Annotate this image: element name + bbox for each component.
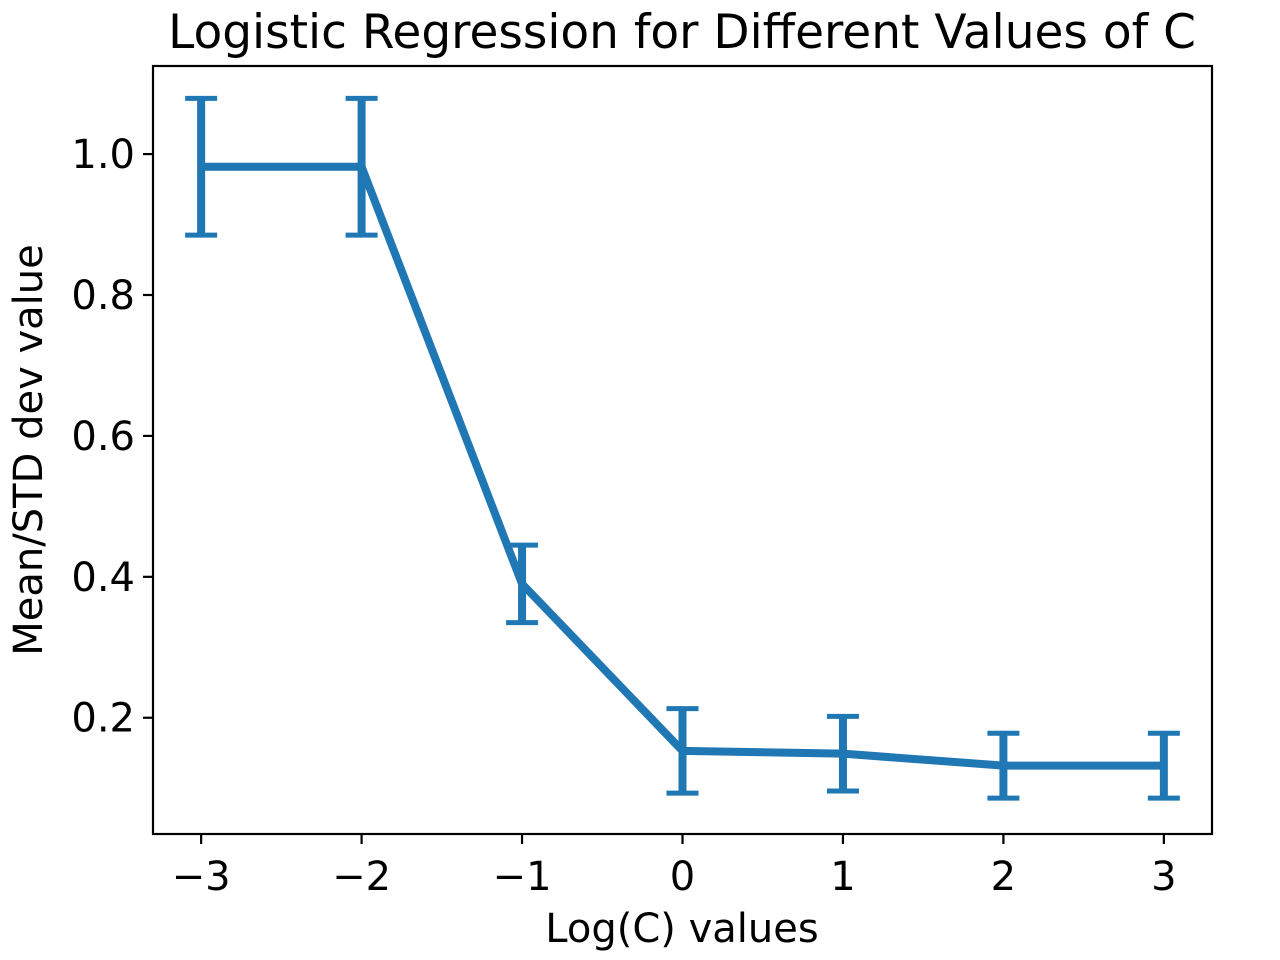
- x-tick-label: 3: [1151, 854, 1176, 900]
- error-bar: [987, 730, 1020, 801]
- error-bar: [506, 542, 539, 626]
- y-tick-label: 1.0: [71, 132, 135, 178]
- x-tick-label: −3: [172, 854, 231, 900]
- y-tick-label: 0.2: [71, 696, 135, 742]
- x-tick-label: −1: [493, 854, 552, 900]
- y-tick-label: 0.4: [71, 555, 135, 601]
- error-bar: [345, 95, 378, 238]
- y-tick-label: 0.8: [71, 273, 135, 319]
- x-axis: −3 −2 −1 0 1 2 3: [172, 834, 1177, 900]
- error-bar: [1147, 730, 1180, 801]
- x-tick-label: 2: [991, 854, 1016, 900]
- error-bar: [185, 95, 218, 238]
- x-axis-label: Log(C) values: [545, 906, 818, 952]
- y-axis: 0.2 0.4 0.6 0.8 1.0: [71, 132, 153, 742]
- error-bar: [666, 706, 699, 796]
- y-tick-label: 0.6: [71, 414, 135, 460]
- plot-area: [185, 95, 1180, 801]
- x-tick-label: 0: [670, 854, 695, 900]
- x-tick-label: 1: [830, 854, 855, 900]
- x-tick-label: −2: [332, 854, 391, 900]
- error-bar: [826, 713, 859, 794]
- chart-title: Logistic Regression for Different Values…: [168, 5, 1196, 60]
- series-line: [201, 162, 1164, 770]
- y-axis-label: Mean/STD dev value: [6, 244, 52, 655]
